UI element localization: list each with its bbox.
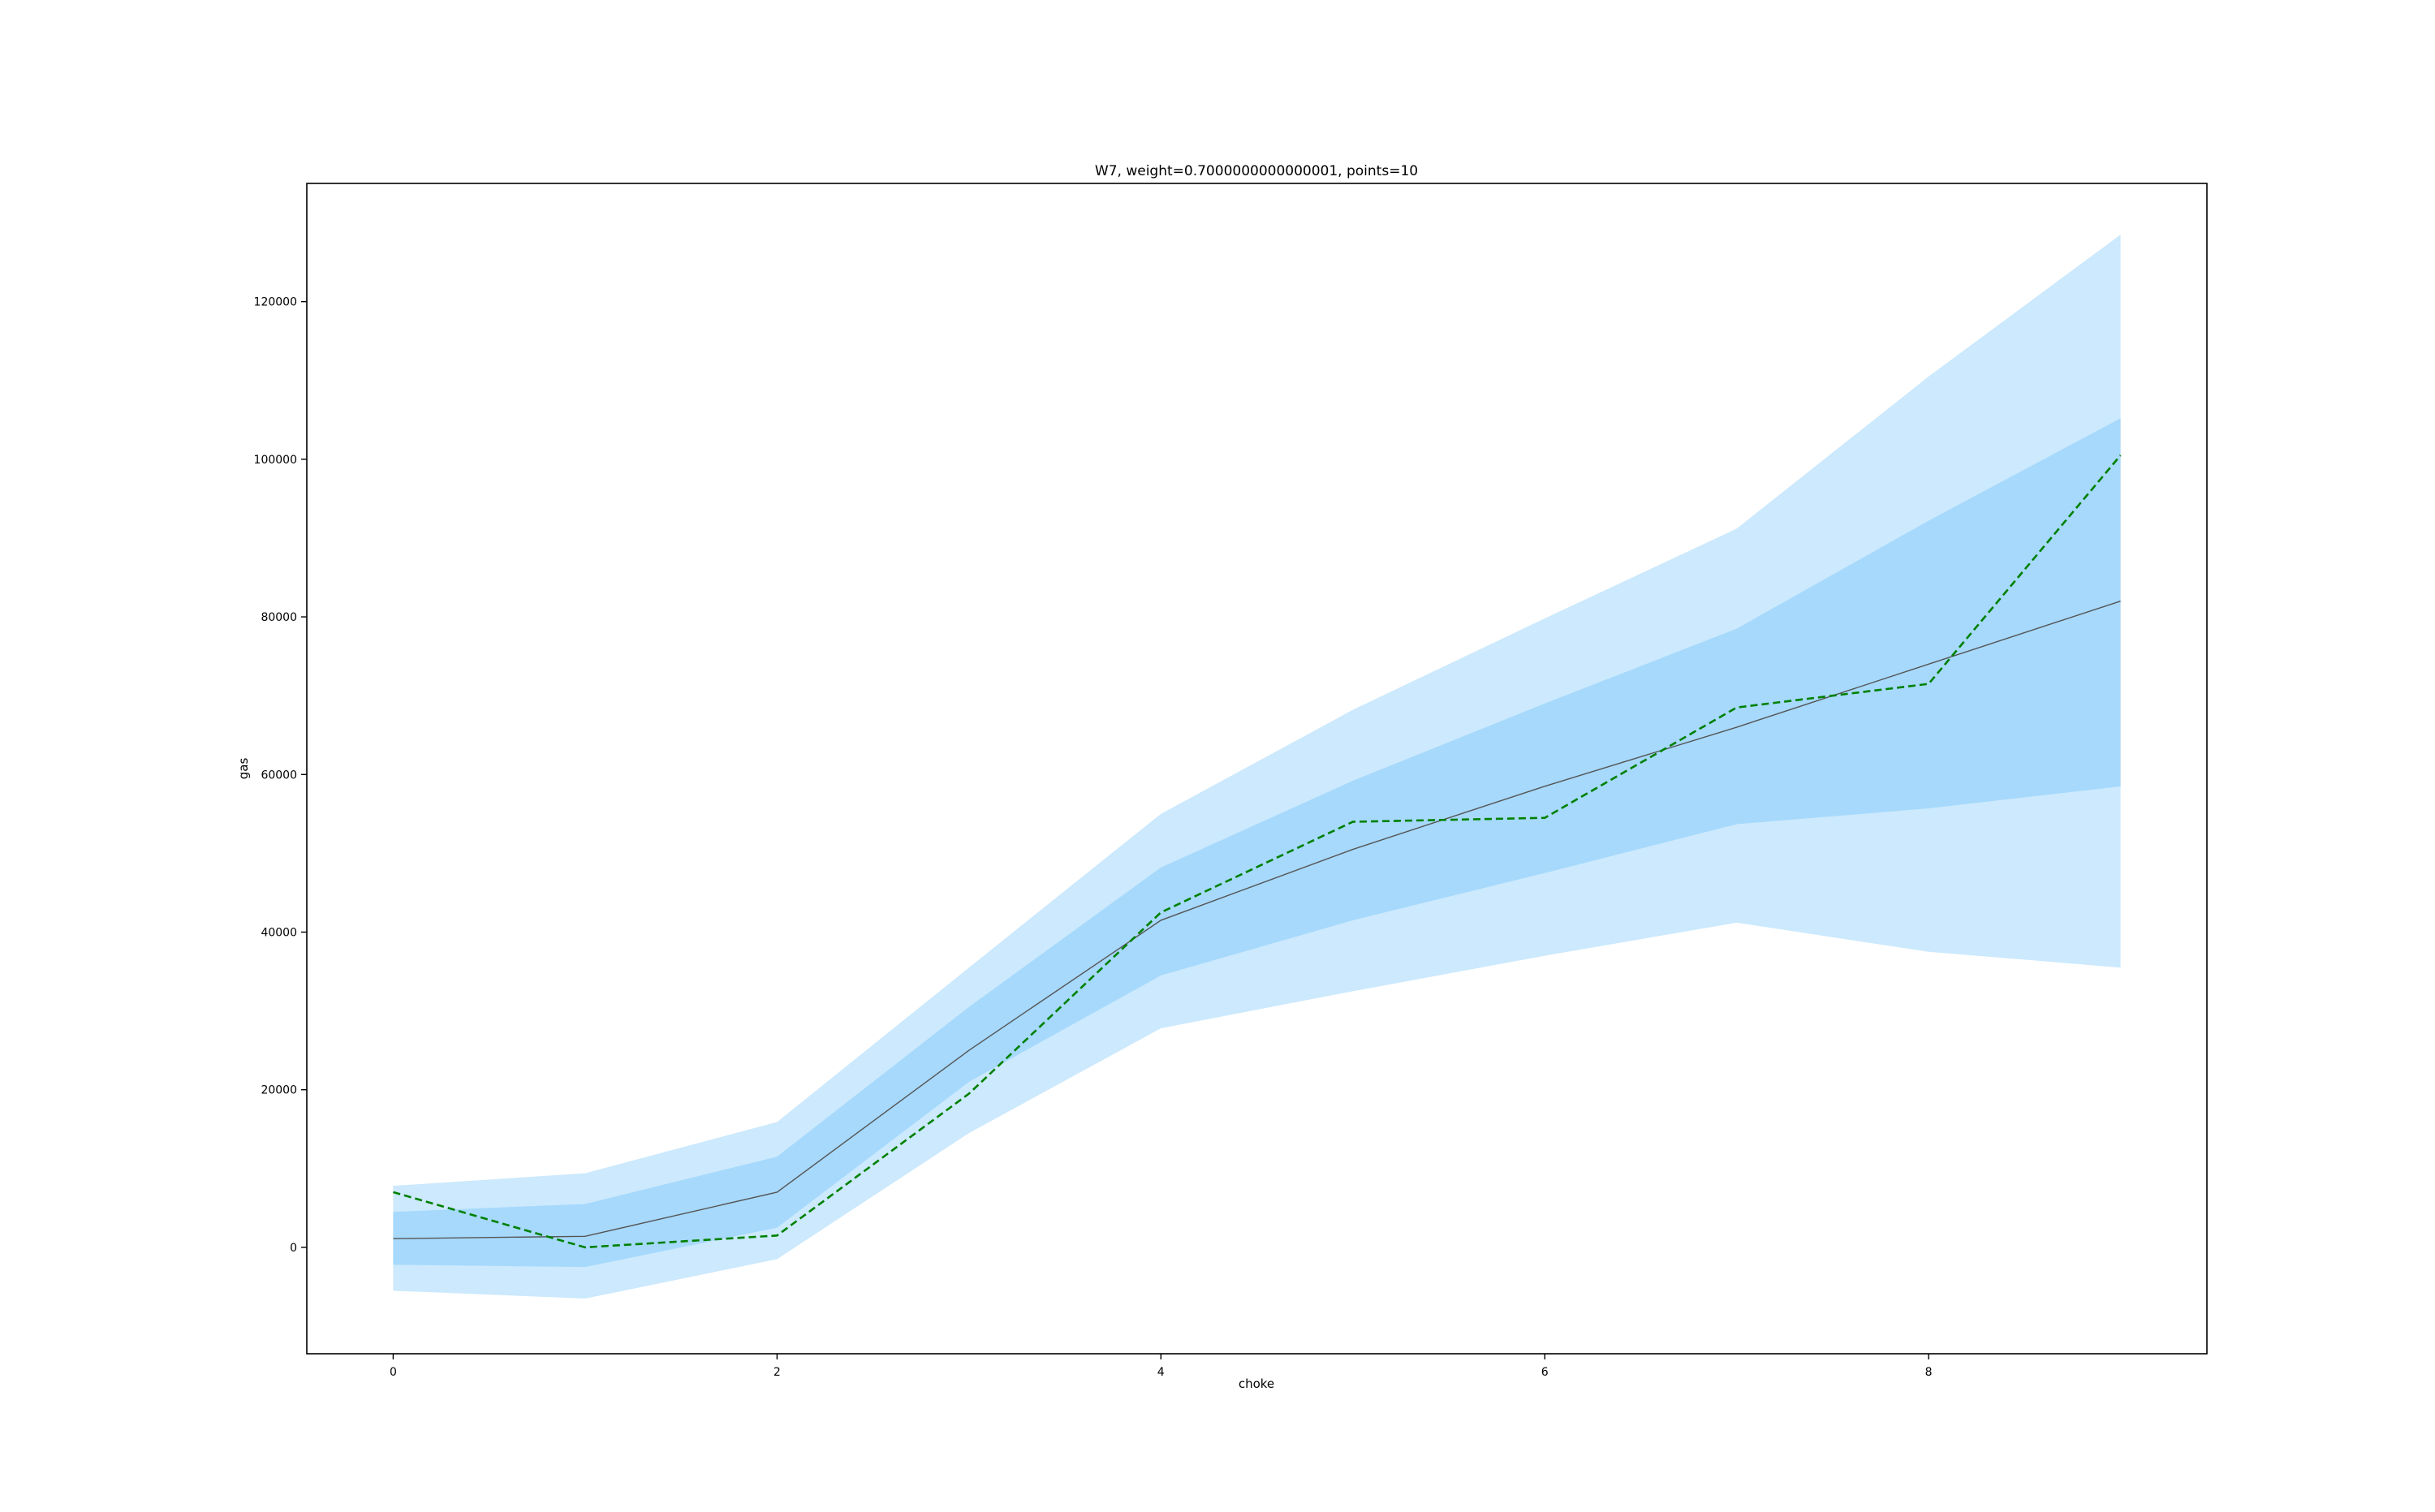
x-tick-label: 4 <box>1157 1366 1165 1379</box>
y-tick-label: 0 <box>290 1242 297 1255</box>
x-tick-label: 8 <box>1925 1366 1933 1379</box>
y-axis-label: gas <box>236 758 251 780</box>
x-tick-label: 2 <box>774 1366 781 1379</box>
x-tick-label: 0 <box>390 1366 397 1379</box>
y-tick-label: 60000 <box>261 769 297 782</box>
x-axis: 0 2 4 6 8 <box>390 1354 1933 1379</box>
observed-dashed-line <box>393 454 2122 1249</box>
inner-band <box>393 418 2121 1268</box>
axes-frame <box>306 183 2208 1355</box>
y-tick-label: 40000 <box>261 926 297 939</box>
outer-band <box>393 235 2121 1299</box>
y-tick-label: 100000 <box>254 454 297 467</box>
y-tick-label: 20000 <box>261 1084 297 1097</box>
y-tick-label: 120000 <box>254 296 297 309</box>
series-lines <box>393 454 2122 1249</box>
y-tick-label: 80000 <box>261 611 297 624</box>
confidence-bands <box>393 235 2121 1299</box>
x-axis-label: choke <box>1239 1376 1274 1391</box>
y-axis: 0 20000 40000 60000 80000 100000 120000 <box>254 296 307 1255</box>
x-tick-label: 6 <box>1541 1366 1549 1379</box>
plot-area: 0 2 4 6 8 0 20000 40000 60000 80000 100000 120000 <box>254 183 2208 1379</box>
chart-title: W7, weight=0.7000000000000001, points=10 <box>1095 163 1418 179</box>
